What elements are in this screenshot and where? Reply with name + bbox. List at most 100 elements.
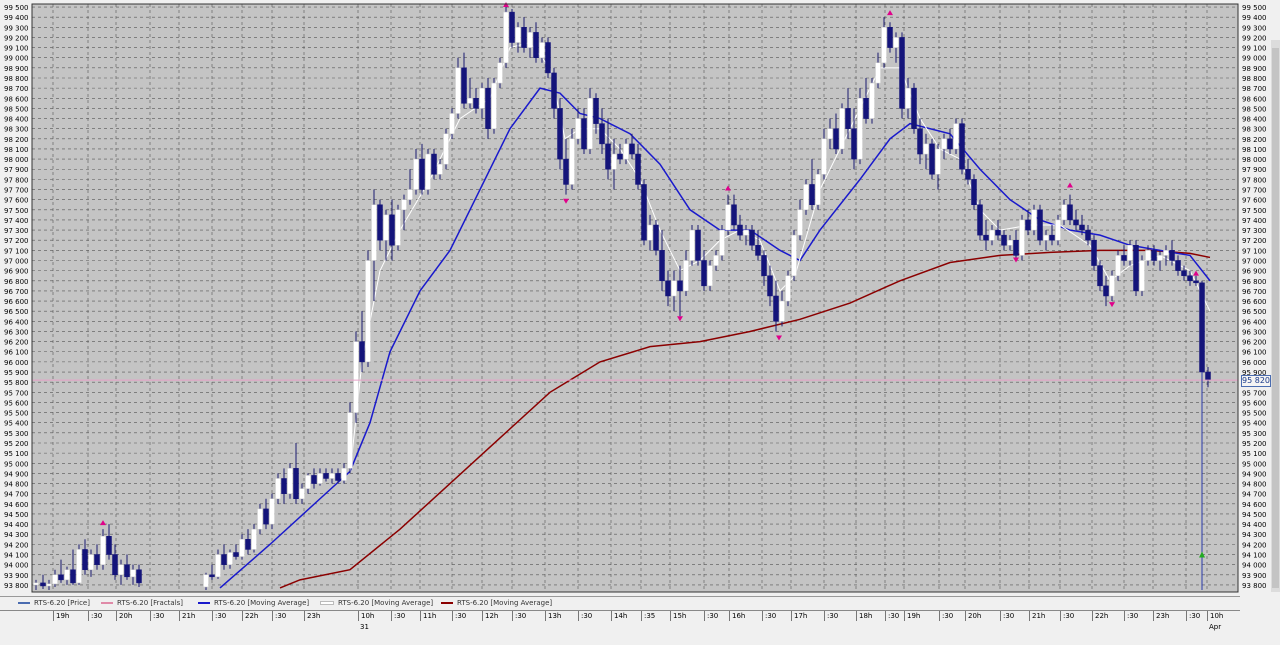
- candle-down: [419, 158, 425, 190]
- scrollbar-thumb[interactable]: [1272, 48, 1279, 588]
- candle-down: [1085, 229, 1091, 241]
- candle-down: [1181, 270, 1187, 276]
- candle-down: [323, 473, 329, 479]
- y-tick-label-right: 97 600: [1242, 197, 1267, 205]
- y-tick-label-left: 99 100: [4, 45, 29, 53]
- candle-down: [1133, 245, 1139, 292]
- time-tick: [1060, 611, 1061, 621]
- time-tick: [856, 611, 857, 621]
- candle-up: [88, 554, 94, 570]
- time-label: :30: [765, 612, 777, 620]
- candle-down: [731, 204, 737, 226]
- candle-up: [1061, 204, 1067, 221]
- candle-down: [761, 255, 767, 276]
- time-label: 19h: [907, 612, 921, 620]
- y-tick-label-left: 97 500: [4, 207, 29, 215]
- time-tick: [116, 611, 117, 621]
- time-label: 17h: [794, 612, 808, 620]
- time-label: 21h: [182, 612, 196, 620]
- candle-up: [1109, 275, 1115, 297]
- y-tick-label-right: 95 600: [1242, 399, 1267, 407]
- candle-down: [929, 143, 935, 175]
- candle-up: [33, 582, 39, 586]
- candle-up: [527, 32, 533, 48]
- y-tick-label-right: 94 400: [1242, 521, 1267, 529]
- y-tick-label-right: 99 200: [1242, 34, 1267, 42]
- time-tick: [904, 611, 905, 621]
- candle-down: [58, 574, 64, 581]
- plot-background: [32, 4, 1238, 592]
- candle-up: [443, 133, 449, 165]
- y-tick-label-left: 98 900: [4, 65, 29, 73]
- candle-up: [100, 536, 106, 565]
- y-tick-label-left: 95 900: [4, 369, 29, 377]
- candle-down: [629, 143, 635, 155]
- y-tick-label-left: 98 000: [4, 156, 29, 164]
- candle-up: [1055, 219, 1061, 241]
- y-tick-label-right: 94 000: [1242, 562, 1267, 570]
- candle-up: [251, 528, 257, 550]
- date-label: Apr: [1209, 623, 1222, 631]
- date-label: 31: [360, 623, 369, 631]
- y-tick-label-right: 96 000: [1242, 359, 1267, 367]
- time-tick: [512, 611, 513, 621]
- y-tick-label-left: 94 600: [4, 501, 29, 509]
- candle-up: [341, 468, 347, 481]
- y-tick-label-left: 97 000: [4, 257, 29, 265]
- candle-down: [557, 108, 563, 160]
- candle-down: [70, 569, 76, 584]
- y-tick-label-right: 96 300: [1242, 328, 1267, 336]
- candle-down: [1025, 219, 1031, 231]
- candle-up: [269, 498, 275, 525]
- y-tick-label-left: 95 100: [4, 450, 29, 458]
- y-tick-label-right: 95 100: [1242, 450, 1267, 458]
- time-tick: [1207, 611, 1208, 621]
- legend-label: RTS-6.20 [Moving Average]: [457, 599, 553, 607]
- candle-down: [112, 554, 118, 576]
- candle-up: [305, 475, 311, 489]
- candle-up: [743, 229, 749, 236]
- candle-down: [1037, 209, 1043, 241]
- candle-up: [803, 184, 809, 211]
- candle-down: [593, 98, 599, 124]
- y-tick-label-left: 94 300: [4, 531, 29, 539]
- time-label: 20h: [119, 612, 133, 620]
- time-tick: [150, 611, 151, 621]
- candle-down: [641, 184, 647, 241]
- fractal-up-marker: [1067, 182, 1073, 188]
- candle-up: [857, 98, 863, 160]
- legend-label: RTS-6.20 [Price]: [34, 599, 90, 607]
- y-tick-label-left: 96 400: [4, 318, 29, 326]
- price-chart[interactable]: 93 800 93 800 93 900 93 900 94 000 94 000 94 1…: [0, 0, 1280, 596]
- candle-down: [1205, 371, 1211, 381]
- y-tick-label-right: 97 300: [1242, 227, 1267, 235]
- y-tick-label-right: 97 800: [1242, 176, 1267, 184]
- y-tick-label-left: 97 300: [4, 227, 29, 235]
- time-axis[interactable]: 19h:30 20h:30 21h:30 22h:30 23h 10h:30 11h:30 1…: [0, 610, 1240, 645]
- candle-down: [461, 67, 467, 104]
- candle-down: [773, 295, 779, 322]
- candle-down: [863, 98, 869, 119]
- y-tick-label-right: 97 700: [1242, 187, 1267, 195]
- y-tick-label-left: 95 200: [4, 440, 29, 448]
- time-tick: [482, 611, 483, 621]
- y-tick-label-left: 93 900: [4, 572, 29, 580]
- y-tick-label-left: 98 500: [4, 105, 29, 113]
- candle-up: [797, 209, 803, 236]
- y-tick-label-left: 99 300: [4, 24, 29, 32]
- time-tick: [545, 611, 546, 621]
- time-label: 10h: [361, 612, 375, 620]
- legend-label: RTS-6.20 [Moving Average]: [338, 599, 434, 607]
- y-tick-label-right: 97 000: [1242, 257, 1267, 265]
- candle-down: [359, 341, 365, 363]
- y-tick-label-right: 96 200: [1242, 339, 1267, 347]
- time-label: 13h: [548, 612, 562, 620]
- time-label: :30: [91, 612, 103, 620]
- y-tick-label-left: 97 100: [4, 247, 29, 255]
- candle-down: [1079, 224, 1085, 231]
- candle-up: [329, 473, 335, 479]
- y-tick-label-right: 97 400: [1242, 217, 1267, 225]
- y-tick-label-left: 96 700: [4, 288, 29, 296]
- time-label: 14h: [614, 612, 628, 620]
- candle-up: [839, 108, 845, 150]
